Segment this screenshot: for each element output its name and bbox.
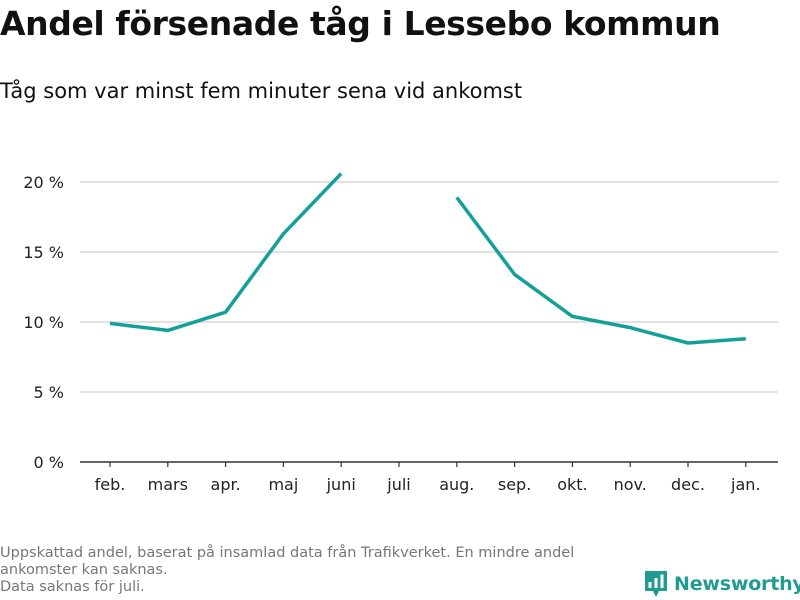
x-tick-label: dec. xyxy=(671,475,705,494)
x-tick-label: jan. xyxy=(730,475,760,494)
x-tick-label: sep. xyxy=(498,475,531,494)
y-tick-label: 20 % xyxy=(23,173,64,192)
series-line xyxy=(109,172,746,345)
y-axis-ticks: 0 % 5 % 10 % 15 % 20 % xyxy=(23,173,64,472)
footnote-line-1: Uppskattad andel, baserat på insamlad da… xyxy=(0,545,575,578)
newsworthy-logo-icon xyxy=(645,571,667,597)
x-tick-label: aug. xyxy=(439,475,474,494)
grid-lines xyxy=(80,181,778,393)
x-tick-label: nov. xyxy=(614,475,647,494)
x-tick-label: mars xyxy=(148,475,188,494)
x-tick-label: apr. xyxy=(211,475,241,494)
x-tick-label: juli xyxy=(386,475,410,494)
footnote-line-2: Data saknas för juli. xyxy=(0,579,145,595)
series-line-segment-1 xyxy=(109,172,343,333)
x-tick-label: maj xyxy=(268,475,298,494)
brand-logo: Newsworthy xyxy=(644,568,800,600)
y-tick-label: 15 % xyxy=(23,243,64,262)
chart-title: Andel försenade tåg i Lessebo kommun xyxy=(0,4,721,43)
x-axis-ticks: feb. mars apr. maj juni juli aug. sep. okt. nov. d… xyxy=(95,462,761,494)
y-tick-label: 0 % xyxy=(34,453,64,472)
brand-name: Newsworthy xyxy=(674,573,800,595)
y-tick-label: 10 % xyxy=(23,313,64,332)
x-tick-label: feb. xyxy=(95,475,126,494)
x-tick-label: juni xyxy=(326,475,356,494)
x-tick-label: okt. xyxy=(557,475,587,494)
y-tick-label: 5 % xyxy=(34,383,64,402)
footnote: Uppskattad andel, baserat på insamlad da… xyxy=(0,545,640,596)
series-line-segment-2 xyxy=(455,196,746,345)
chart-subtitle: Tåg som var minst fem minuter sena vid a… xyxy=(0,79,523,103)
